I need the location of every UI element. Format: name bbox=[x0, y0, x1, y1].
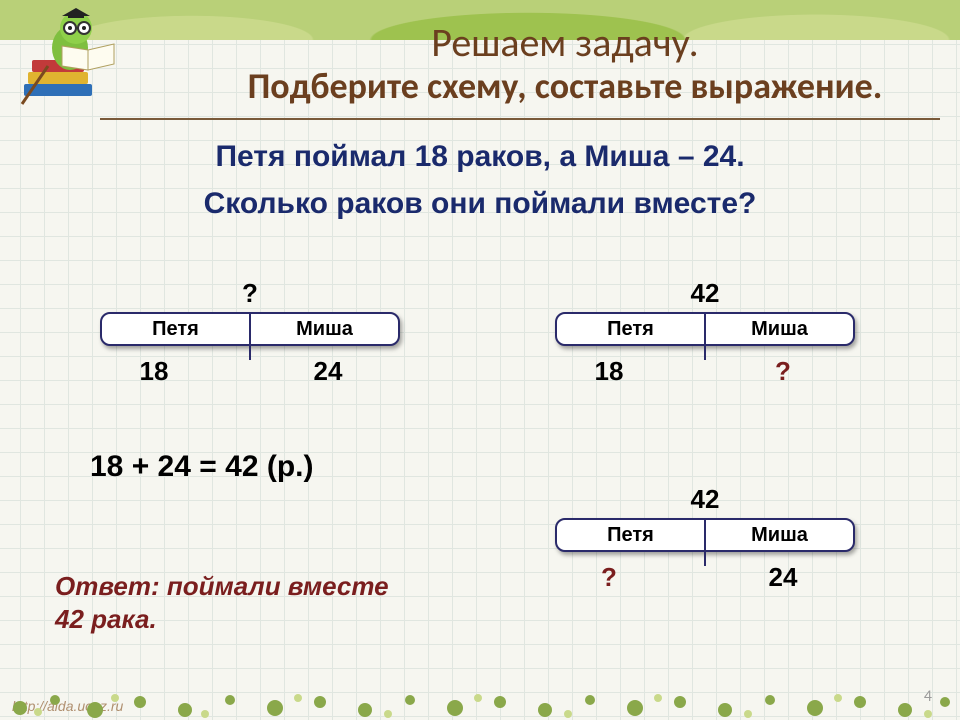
diagram-2-seg-left: Петя bbox=[557, 314, 706, 344]
diagram-1-bar: Петя Миша bbox=[100, 312, 400, 346]
diagram-2-bar: Петя Миша bbox=[555, 312, 855, 346]
diagram-3-top-label: 42 bbox=[555, 484, 855, 515]
problem-line-2: Сколько раков они поймали вместе? bbox=[0, 181, 960, 228]
equation-lhs: 18 + 24 = bbox=[90, 450, 217, 483]
answer-line-1: Ответ: поймали вместе bbox=[55, 570, 389, 603]
equation-rhs: 42 (р.) bbox=[225, 450, 313, 483]
diagram-1-bot-left: 18 bbox=[140, 356, 169, 387]
answer-text: Ответ: поймали вместе 42 рака. bbox=[55, 570, 389, 635]
diagram-1-seg-right: Миша bbox=[251, 314, 398, 344]
problem-line-1: Петя поймал 18 раков, а Миша – 24. bbox=[0, 134, 960, 181]
equation: 18 + 24 = 42 (р.) bbox=[90, 450, 314, 484]
footer-url: http://aida.ucoz.ru bbox=[12, 698, 123, 714]
diagram-1-divider-tick bbox=[249, 344, 251, 360]
diagram-3-bot-left: ? bbox=[601, 562, 617, 593]
title-line-2: Подберите схему, составьте выражение. bbox=[200, 64, 930, 108]
diagram-1-top-label: ? bbox=[100, 278, 400, 309]
problem-text: Петя поймал 18 раков, а Миша – 24. Сколь… bbox=[0, 134, 960, 227]
diagram-3-seg-right: Миша bbox=[706, 520, 853, 550]
diagram-2-seg-right: Миша bbox=[706, 314, 853, 344]
diagram-2-bot-right: ? bbox=[775, 356, 791, 387]
diagram-1-bot-right: 24 bbox=[314, 356, 343, 387]
diagram-1: ? Петя Миша 18 24 bbox=[100, 278, 400, 388]
diagram-3-seg-left: Петя bbox=[557, 520, 706, 550]
diagram-2: 42 Петя Миша 18 ? bbox=[555, 278, 855, 388]
diagram-3-bot-right: 24 bbox=[769, 562, 798, 593]
title-line-1: Решаем задачу. bbox=[200, 22, 930, 64]
mascot-svg bbox=[18, 6, 128, 116]
diagram-3: 42 Петя Миша ? 24 bbox=[555, 484, 855, 594]
diagram-2-divider-tick bbox=[704, 344, 706, 360]
diagram-2-bot-left: 18 bbox=[595, 356, 624, 387]
diagram-1-seg-left: Петя bbox=[102, 314, 251, 344]
diagram-3-divider-tick bbox=[704, 550, 706, 566]
diagram-2-top-label: 42 bbox=[555, 278, 855, 309]
page-number: 4 bbox=[924, 687, 932, 706]
diagram-3-bar: Петя Миша bbox=[555, 518, 855, 552]
title-block: Решаем задачу. Подберите схему, составьт… bbox=[200, 22, 930, 108]
answer-line-2: 42 рака. bbox=[55, 603, 389, 636]
title-underline bbox=[100, 118, 940, 120]
bookworm-mascot bbox=[18, 6, 128, 116]
